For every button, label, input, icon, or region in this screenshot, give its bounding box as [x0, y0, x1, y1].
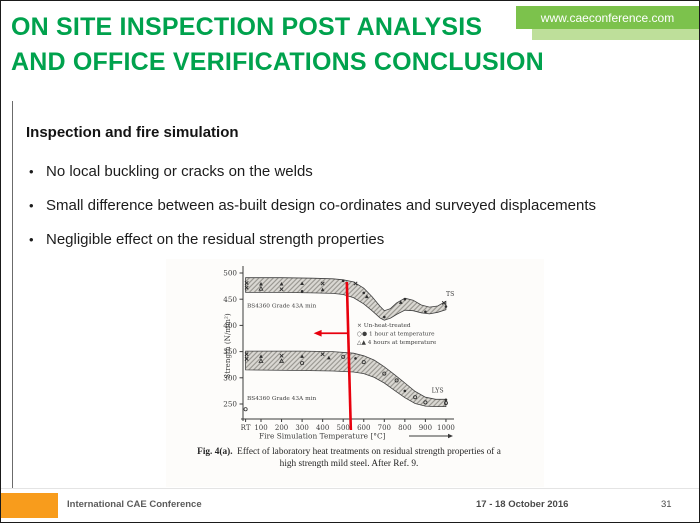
- svg-text:400: 400: [316, 424, 329, 432]
- svg-text:1000: 1000: [437, 424, 455, 432]
- x-axis-label: Fire Simulation Temperature [°C]: [259, 432, 386, 441]
- svg-text:500: 500: [337, 424, 350, 432]
- footer-divider: [1, 488, 699, 489]
- content-left-rule: [12, 101, 13, 489]
- x-axis-arrow-head: [448, 433, 453, 439]
- figure-caption-label: Fig. 4(a).: [197, 447, 233, 457]
- lower-yield-band-grade-label: BS4360 Grade 43A min: [247, 396, 316, 402]
- bullet-list: No local buckling or cracks on the welds…: [29, 162, 694, 264]
- svg-text:700: 700: [378, 424, 391, 432]
- section-heading: Inspection and fire simulation: [26, 124, 239, 141]
- website-banner: www.caeconference.com: [516, 6, 699, 29]
- lower-yield-band-end-label: LYS: [432, 387, 444, 394]
- svg-text:200: 200: [275, 424, 288, 432]
- footer-page-number: 31: [661, 499, 672, 510]
- footer-accent-block: [1, 493, 58, 518]
- tensile-strength-band-grade-label: BS4360 Grade 43A min: [247, 304, 316, 310]
- data-markers: [243, 279, 448, 412]
- svg-text:300: 300: [223, 373, 237, 382]
- slide-title: ON SITE INSPECTION POST ANALYSIS AND OFF…: [11, 10, 544, 80]
- y-axis-ticks: 250 300 350 400 450 500: [223, 269, 243, 409]
- red-arrow-head: [313, 329, 322, 337]
- svg-text:500: 500: [223, 269, 237, 278]
- bullet-text: Negligible effect on the residual streng…: [46, 231, 385, 248]
- figure-scan: 250 300 350 400 450 500 RT 100 200 300 400 500 600 70…: [166, 259, 544, 487]
- footer-date: 17 - 18 October 2016: [476, 499, 569, 510]
- website-url: www.caeconference.com: [540, 10, 675, 25]
- svg-text:100: 100: [254, 424, 267, 432]
- svg-text:600: 600: [357, 424, 370, 432]
- footer-conference-name: International CAE Conference: [67, 499, 202, 510]
- bullet-item: Negligible effect on the residual streng…: [29, 230, 694, 249]
- figure-caption: Fig. 4(a). Effect of laboratory heat tre…: [169, 447, 529, 470]
- svg-text:800: 800: [398, 424, 411, 432]
- tensile-strength-band: [245, 277, 447, 321]
- axes: [241, 266, 454, 421]
- legend-entry: △▲ 4 hours at temperature: [357, 340, 437, 346]
- svg-text:300: 300: [295, 424, 308, 432]
- residual-strength-chart: 250 300 350 400 450 500 RT 100 200 300 400 500 600 70…: [223, 266, 455, 441]
- red-marker-line: [345, 281, 353, 431]
- bullet-item: Small difference between as-built design…: [29, 196, 694, 215]
- lower-yield-band: [245, 350, 447, 407]
- bullet-text: Small difference between as-built design…: [46, 197, 597, 214]
- bullet-text: No local buckling or cracks on the welds: [46, 163, 313, 180]
- tensile-strength-band-end-label: TS: [446, 291, 454, 298]
- legend-entry: ○● 1 hour at temperature: [357, 332, 435, 338]
- svg-text:450: 450: [223, 295, 237, 304]
- y-axis-label: Strength (N/mm²): [223, 313, 232, 379]
- legend-entry: × Un-heat-treated: [357, 323, 411, 329]
- x-axis-ticks: RT 100 200 300 400 500 600 700 800 900 1000: [241, 419, 455, 432]
- bullet-item: No local buckling or cracks on the welds: [29, 162, 694, 181]
- figure-caption-line2: high strength mild steel. After Ref. 9.: [279, 458, 419, 469]
- slide-title-line1: ON SITE INSPECTION POST ANALYSIS: [11, 13, 483, 41]
- slide-title-line2: AND OFFICE VERIFICATIONS CONCLUSION: [11, 48, 544, 76]
- svg-text:250: 250: [223, 400, 237, 409]
- chart-legend: × Un-heat-treated ○● 1 hour at temperatur…: [357, 323, 437, 346]
- website-banner-shadow: [532, 29, 699, 40]
- svg-text:900: 900: [419, 424, 432, 432]
- svg-text:RT: RT: [241, 424, 251, 432]
- figure-caption-text: Effect of laboratory heat treatments on …: [237, 447, 501, 457]
- svg-text:400: 400: [223, 321, 237, 330]
- svg-text:350: 350: [223, 347, 237, 356]
- figure-caption-line1: Fig. 4(a). Effect of laboratory heat tre…: [169, 447, 529, 459]
